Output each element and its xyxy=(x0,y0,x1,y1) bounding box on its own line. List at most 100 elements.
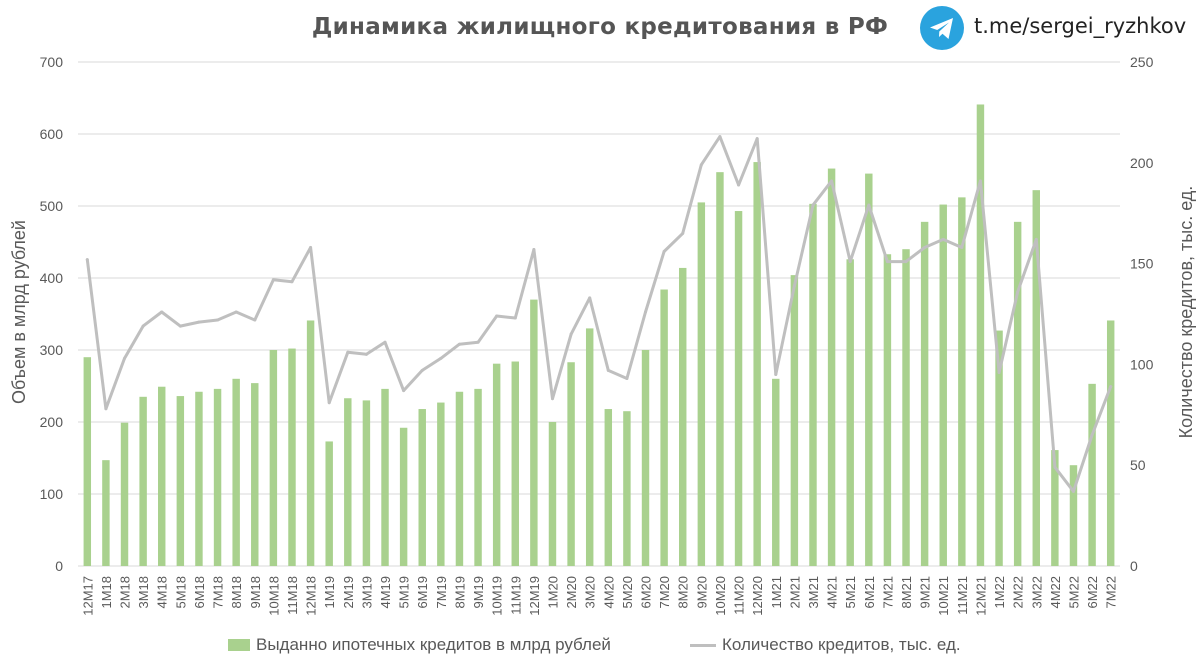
bar xyxy=(195,391,203,566)
left-axis-label: Объем в млрд рублей xyxy=(9,220,29,404)
x-axis-tick-label: 9M21 xyxy=(918,576,933,609)
legend-swatch-bars xyxy=(228,639,250,651)
bar xyxy=(1032,190,1040,566)
bar xyxy=(269,350,278,566)
left-axis-tick-label: 100 xyxy=(40,486,64,502)
bar xyxy=(251,383,259,566)
x-axis-tick-label: 7M18 xyxy=(211,576,226,609)
line-point xyxy=(309,245,313,249)
right-axis-tick-label: 100 xyxy=(1130,356,1154,372)
line-point xyxy=(830,179,834,183)
line-point xyxy=(439,356,443,360)
x-axis-tick-label: 2M22 xyxy=(1011,576,1026,609)
telegram-channel-link[interactable]: t.me/sergei_ryzhkov xyxy=(974,14,1187,38)
line-point xyxy=(364,352,368,356)
x-axis-tick-label: 7M19 xyxy=(434,576,449,609)
x-axis-tick-label: 1M18 xyxy=(99,576,114,609)
x-axis-tick-label: 4M18 xyxy=(155,576,170,609)
x-axis-tick-label: 11M21 xyxy=(955,576,970,615)
bar xyxy=(734,211,743,567)
bar xyxy=(753,162,761,566)
line-point xyxy=(327,401,331,405)
line-point xyxy=(867,203,871,207)
line-point xyxy=(513,316,517,320)
x-axis-tick-label: 6M18 xyxy=(192,576,207,609)
line-point xyxy=(383,340,387,344)
bar xyxy=(716,172,724,566)
bar xyxy=(362,400,371,566)
right-axis-label: Количество кредитов, тыс. ед. xyxy=(1176,186,1196,439)
legend-item-bars: Выданно ипотечных кредитов в млрд рублей xyxy=(228,634,611,656)
line-point xyxy=(737,183,741,187)
line-point xyxy=(904,260,908,264)
bar xyxy=(697,202,706,566)
x-axis-tick-label: 5M21 xyxy=(843,576,858,609)
bar xyxy=(809,203,817,566)
bar xyxy=(139,396,147,566)
x-axis-tick-label: 12M21 xyxy=(973,576,988,616)
x-axis-tick-label: 7M20 xyxy=(657,576,672,609)
line-point xyxy=(755,137,759,141)
x-axis-tick-label: 1M21 xyxy=(769,576,784,609)
line-point xyxy=(123,356,127,360)
line-point xyxy=(253,318,257,322)
bar xyxy=(865,173,873,566)
line-point xyxy=(960,245,964,249)
bar xyxy=(679,267,687,566)
x-axis-tick-label: 5M20 xyxy=(620,576,635,609)
line-point xyxy=(85,258,89,262)
line-point xyxy=(495,314,499,318)
bar xyxy=(660,289,668,566)
line-series-path xyxy=(85,135,1113,493)
x-axis-ticks: 12M17 1M18 2M18 3M18 4M18 5M18 6M18 7M18 8M18 9M1… xyxy=(80,576,1118,616)
bar xyxy=(176,396,185,566)
bar xyxy=(1106,320,1115,566)
x-axis-tick-label: 2M21 xyxy=(787,576,802,609)
x-axis-tick-label: 1M19 xyxy=(322,576,337,609)
legend-swatch-line xyxy=(690,643,716,647)
line-point xyxy=(625,377,629,381)
line-point xyxy=(532,247,536,251)
x-axis-tick-label: 11M19 xyxy=(508,576,523,615)
x-axis-tick-label: 5M22 xyxy=(1066,576,1081,609)
bar xyxy=(381,388,389,566)
bar xyxy=(902,249,910,566)
legend-item-line: Количество кредитов, тыс. ед. xyxy=(690,634,961,656)
line-point xyxy=(457,342,461,346)
x-axis-tick-label: 3M22 xyxy=(1029,576,1044,609)
line-point xyxy=(978,179,982,183)
x-axis-tick-label: 6M19 xyxy=(415,576,430,609)
left-axis-ticks: 0 100 200 300 400 500 600 700 xyxy=(40,54,64,574)
x-axis-tick-label: 12M18 xyxy=(304,576,319,616)
x-axis-tick-label: 2M19 xyxy=(341,576,356,609)
x-axis-tick-label: 1M22 xyxy=(992,576,1007,609)
line-point xyxy=(699,163,703,167)
bar xyxy=(437,402,445,566)
line-point xyxy=(346,350,350,354)
telegram-channel-badge[interactable]: t.me/sergei_ryzhkov xyxy=(920,6,1195,50)
bar xyxy=(158,386,166,566)
bar xyxy=(958,197,966,567)
line-point xyxy=(941,237,945,241)
bar xyxy=(511,361,519,566)
x-axis-tick-label: 6M21 xyxy=(862,576,877,609)
bar xyxy=(995,330,1003,566)
line-point xyxy=(681,231,685,235)
line-point xyxy=(1109,385,1113,389)
bar-series xyxy=(83,104,1115,567)
bar xyxy=(288,348,296,566)
line-point xyxy=(550,397,554,401)
x-axis-tick-label: 10M19 xyxy=(490,576,505,616)
chart-title: Динамика жилищного кредитования в РФ xyxy=(311,14,889,40)
right-axis-tick-label: 250 xyxy=(1130,54,1154,70)
line-point xyxy=(420,368,424,372)
x-axis-tick-label: 8M20 xyxy=(676,576,691,609)
left-axis-tick-label: 0 xyxy=(55,558,63,574)
bar xyxy=(474,388,482,566)
x-axis-tick-label: 12M17 xyxy=(80,576,95,616)
bar xyxy=(790,275,799,566)
right-axis-tick-label: 150 xyxy=(1130,256,1154,272)
line-point xyxy=(234,310,238,314)
left-axis-tick-label: 300 xyxy=(40,342,64,358)
